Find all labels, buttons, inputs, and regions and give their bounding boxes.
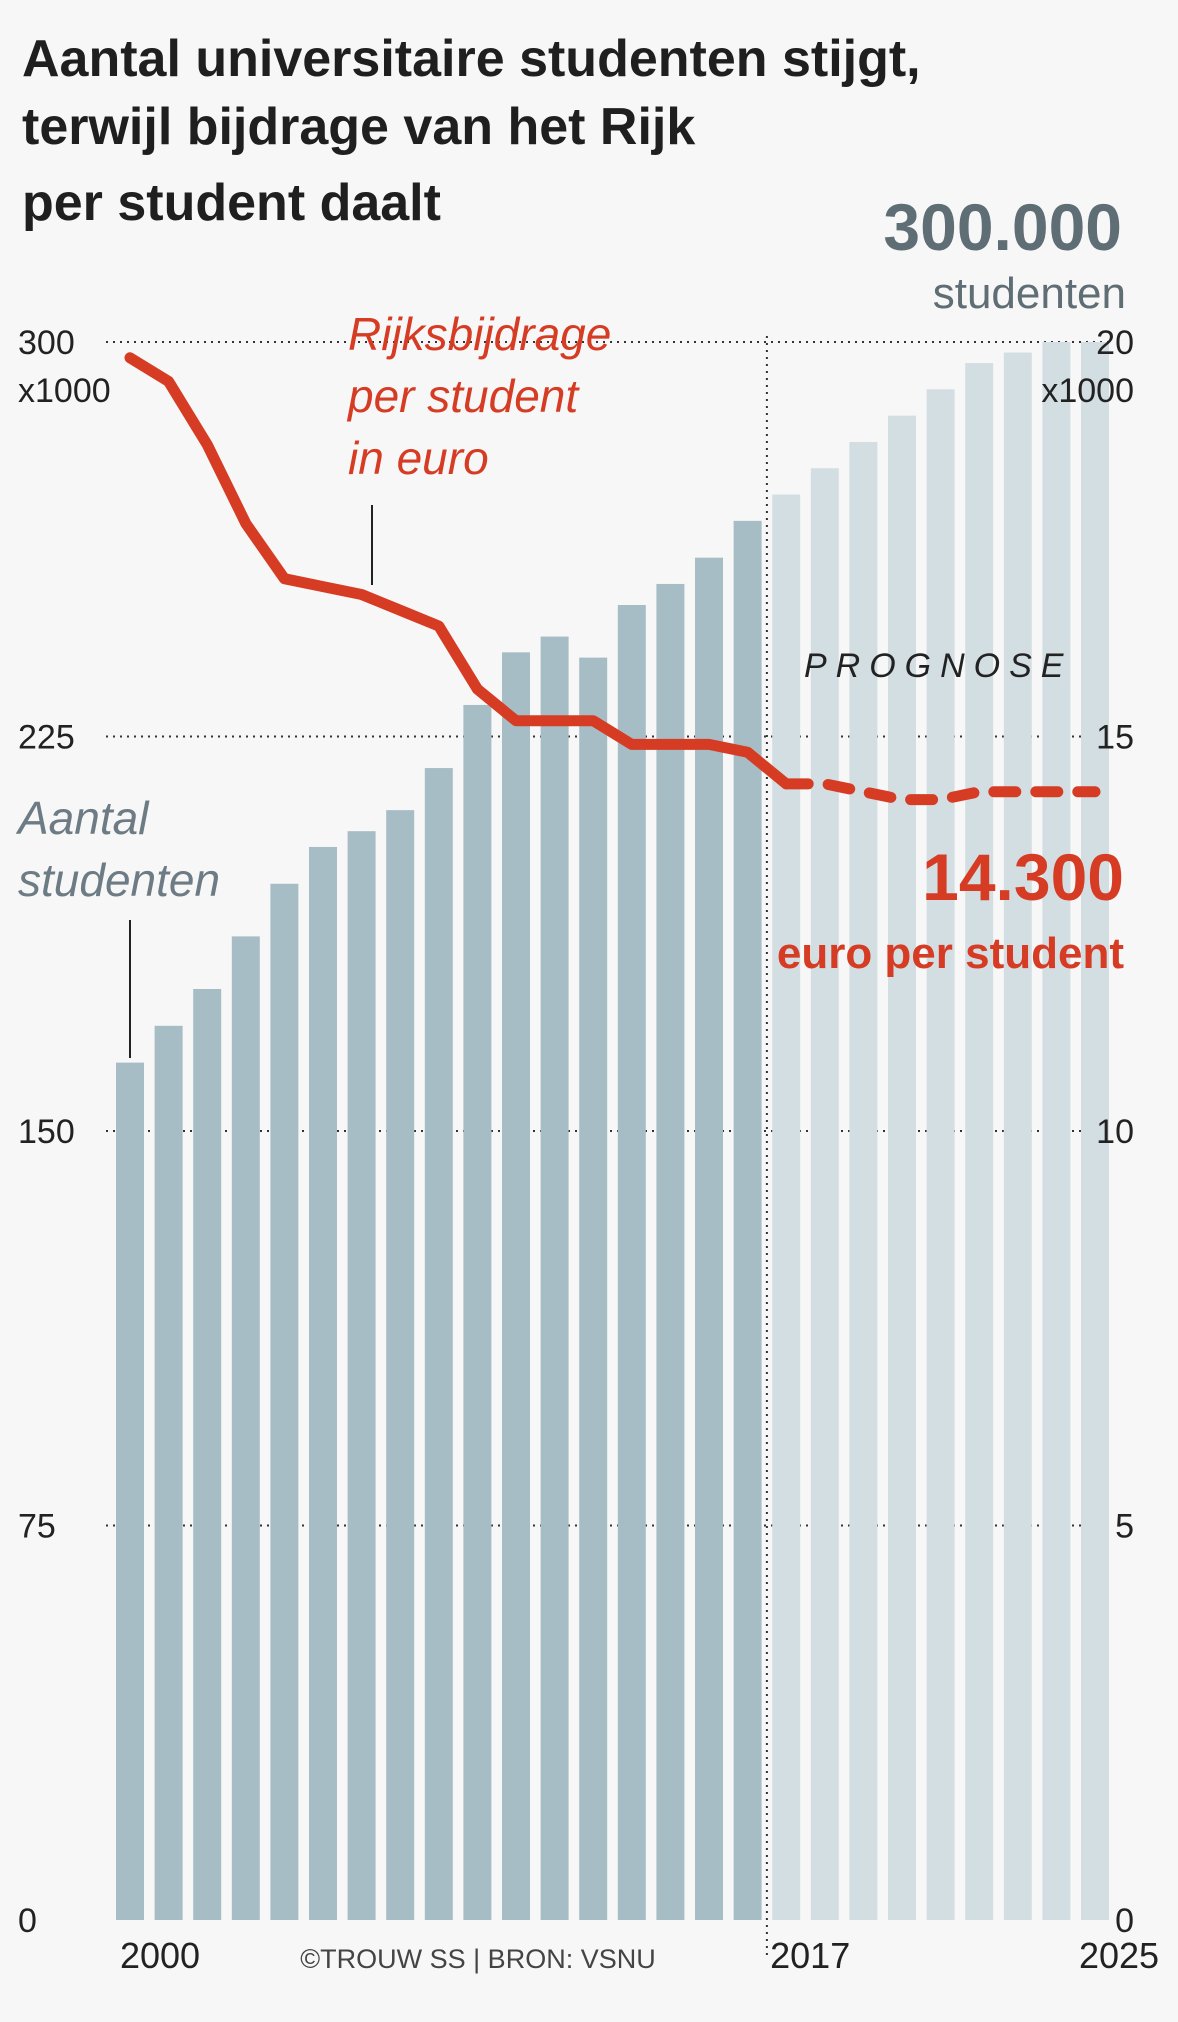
chart-title-line-3: per student daalt <box>22 174 441 232</box>
bar <box>1042 342 1071 1920</box>
left-tick-label: 300 <box>18 324 75 362</box>
right-tick-label: 10 <box>1096 1113 1134 1151</box>
bar <box>540 636 569 1920</box>
line-prognose-dashed <box>780 778 1101 806</box>
bar-series-aantal-studenten <box>116 342 1109 1921</box>
right-tick-label: 20 <box>1096 324 1134 362</box>
right-tick-label: 0 <box>1115 1902 1134 1940</box>
bar <box>849 441 878 1921</box>
left-tick-label: 0 <box>18 1902 37 1940</box>
x-tick-label: 2025 <box>1079 1935 1159 1976</box>
bar <box>695 557 723 1921</box>
bar <box>1081 342 1109 1920</box>
line-series-rijksbijdrage <box>124 352 1101 806</box>
x-tick-label: 2017 <box>770 1935 850 1976</box>
right-tick-label: 5 <box>1115 1508 1134 1546</box>
bar <box>965 363 994 1920</box>
left-tick-label: 150 <box>18 1113 75 1151</box>
x-tick-label: 2000 <box>120 1935 200 1976</box>
bar <box>231 936 260 1920</box>
bar <box>888 415 916 1920</box>
bar-label-2: studenten <box>18 854 220 906</box>
bar <box>1003 352 1032 1920</box>
chart-title-line-1: Aantal universitaire studenten stijgt, <box>22 30 921 88</box>
bar-label-1: Aantal <box>15 792 150 844</box>
bar <box>116 1062 144 1920</box>
right-tick-label: 15 <box>1096 719 1134 757</box>
right-axis-unit: x1000 <box>1041 372 1134 410</box>
line-end-value: 14.300 <box>922 840 1124 914</box>
bar <box>733 520 762 1920</box>
bar-end-value: 300.000 <box>883 190 1122 264</box>
line-label-3: in euro <box>348 432 489 484</box>
bar <box>579 657 608 1920</box>
source-credit: ©TROUW SS | BRON: VSNU <box>300 1944 655 1974</box>
bar <box>656 583 685 1921</box>
axis-ticks: 0 75 150 225 300 0 5 10 15 20 2000 2017 2025 <box>18 324 1159 1976</box>
bar <box>926 389 955 1921</box>
bar <box>347 831 376 1921</box>
bar <box>502 652 530 1920</box>
left-tick-label: 75 <box>18 1508 56 1546</box>
bar <box>772 494 801 1920</box>
bar-end-unit: studenten <box>933 269 1126 318</box>
bar <box>193 988 222 1920</box>
bar <box>309 846 337 1921</box>
bar <box>424 768 453 1920</box>
bar <box>270 883 299 1920</box>
prognose-label: PROGNOSE <box>804 647 1072 685</box>
bar <box>386 810 415 1920</box>
bar <box>154 1025 183 1920</box>
left-axis-unit: x1000 <box>18 372 111 410</box>
chart-title-line-2: terwijl bijdrage van het Rijk <box>22 98 695 156</box>
line-label-2: per student <box>346 370 580 422</box>
line-label-1: Rijksbijdrage <box>348 308 611 360</box>
bar <box>810 468 839 1920</box>
left-tick-label: 225 <box>18 719 75 757</box>
bar <box>463 704 492 1921</box>
bar <box>617 605 646 1920</box>
line-end-unit: euro per student <box>777 929 1124 978</box>
line-solid <box>124 352 792 790</box>
